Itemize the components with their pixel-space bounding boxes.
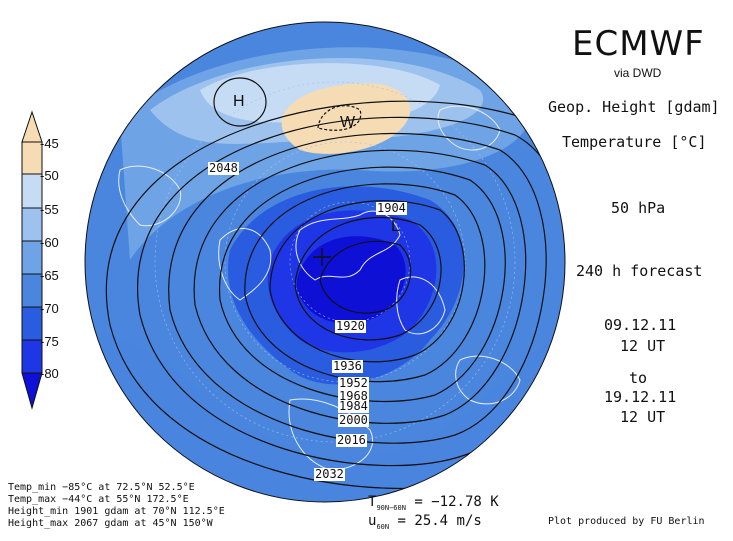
color-legend <box>21 110 43 410</box>
high-center-label: H <box>233 93 245 110</box>
legend-top-arrow <box>21 110 43 143</box>
valid-time: 12 UT <box>620 408 666 426</box>
field-temperature-label: Temperature [°C] <box>562 133 707 151</box>
legend-swatch-5 <box>21 273 43 308</box>
field-geopotential-label: Geop. Height [gdam] <box>548 98 720 116</box>
legend-swatch-3 <box>21 207 43 242</box>
contour-label: 1968 <box>338 389 369 403</box>
stat-height-min: Height_min 1901 gdam at 70°N 112.5°E <box>8 506 225 517</box>
legend-label: -80 <box>40 366 59 381</box>
forecast-lead-label: 240 h forecast <box>576 262 703 280</box>
mean-temperature: T90N−60N = −12.78 K <box>368 494 499 512</box>
legend-swatch-6 <box>21 306 43 341</box>
height-contours <box>105 77 565 489</box>
init-time: 12 UT <box>620 337 666 355</box>
contour-label: 1920 <box>335 319 366 333</box>
valid-date: 19.12.11 <box>604 388 677 406</box>
range-to-label: to <box>629 369 648 387</box>
init-date: 09.12.11 <box>604 316 677 334</box>
legend-swatch-2 <box>21 173 43 209</box>
legend-label: -50 <box>40 168 59 183</box>
legend-label: -55 <box>40 202 59 217</box>
mean-wind-value: = 25.4 m/s <box>397 513 482 529</box>
mean-wind: u60N = 25.4 m/s <box>368 513 482 531</box>
mean-temp-value: = −12.78 K <box>414 494 499 510</box>
contour-label: 2048 <box>208 161 239 175</box>
legend-label: -75 <box>40 334 59 349</box>
legend-bottom-arrow <box>21 372 43 410</box>
pressure-level-label: 50 hPa <box>611 199 666 217</box>
legend-swatch-1 <box>21 141 43 175</box>
coastlines <box>118 105 521 471</box>
mean-temp-symbol: T <box>368 494 377 510</box>
legend-swatch-4 <box>21 240 43 275</box>
legend-label: -70 <box>40 301 59 316</box>
temp-band-80 <box>296 236 406 324</box>
contour-label: 2016 <box>336 433 367 447</box>
warm-patch <box>281 83 411 154</box>
contour-label: 1904 <box>376 201 407 215</box>
contour-label: 2000 <box>338 413 369 427</box>
warm-center-label: W <box>340 114 356 131</box>
mean-temp-subscript: 90N−60N <box>376 503 406 512</box>
stat-temp-min: Temp_min −85°C at 72.5°N 52.5°E <box>8 482 195 493</box>
legend-label: -60 <box>40 235 59 250</box>
contour-label: 1984 <box>338 399 369 413</box>
stat-temp-max: Temp_max −44°C at 55°N 172.5°E <box>8 494 189 505</box>
mean-wind-subscript: 60N <box>376 522 390 531</box>
source-label: via DWD <box>614 66 662 80</box>
contour-label: 2032 <box>314 467 345 481</box>
legend-label: -45 <box>40 136 59 151</box>
low-center-marker <box>313 248 331 266</box>
legend-swatch-7 <box>21 339 43 374</box>
contour-label: 1936 <box>332 359 363 373</box>
map-border <box>84 21 566 503</box>
contour-label: 1952 <box>338 376 369 390</box>
stat-height-max: Height_max 2067 gdam at 45°N 150°W <box>8 518 213 529</box>
mean-wind-symbol: u <box>368 513 377 529</box>
low-center-label: L <box>391 218 400 235</box>
brand-title: ECMWF <box>572 24 705 64</box>
legend-label: -65 <box>40 268 59 283</box>
credit-line: Plot produced by FU Berlin <box>548 516 705 527</box>
